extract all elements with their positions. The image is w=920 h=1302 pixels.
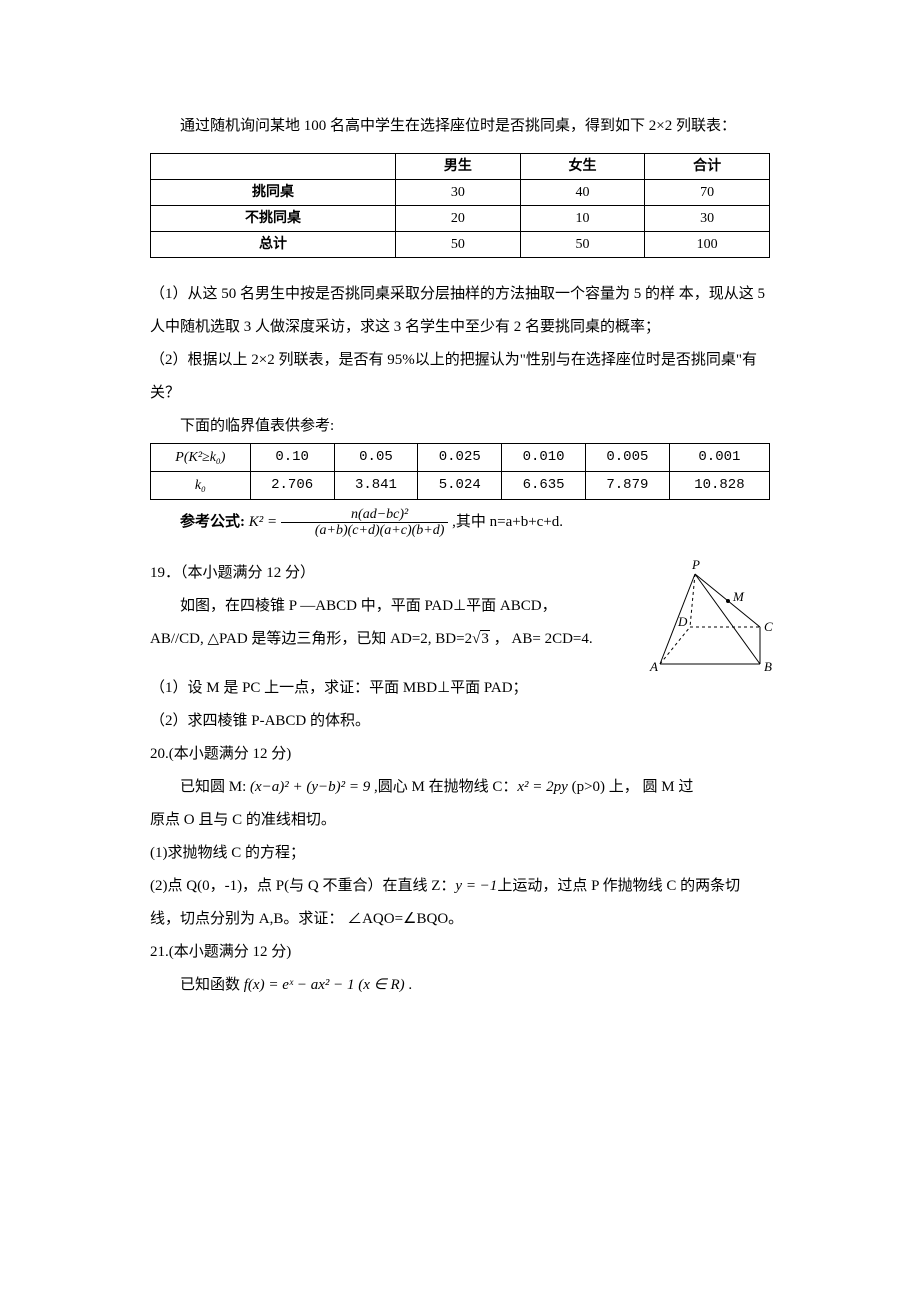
sqrt-expr: 2√3 (465, 630, 490, 647)
crit-k-label: k₀ (151, 472, 251, 500)
cell: 20 (396, 206, 521, 232)
formula-suffix: ,其中 n=a+b+c+d. (452, 514, 563, 530)
label-p: P (691, 557, 700, 572)
col-male: 男生 (396, 154, 521, 180)
q20-part1: (1)求抛物线 C 的方程； (150, 837, 770, 870)
formula-lhs: K² = (249, 514, 277, 530)
q19-line2-suffix: ， AB= 2CD=4. (490, 631, 593, 647)
crit-val: 6.635 (502, 472, 586, 500)
q21-line1: 已知函数 f(x) = eˣ − ax² − 1 (x ∈ R) . (150, 969, 770, 1002)
q20-part2: (2)点 Q(0，-1)，点 P(与 Q 不重合）在直线 Z：y = −1上运动… (150, 870, 770, 903)
label-d: D (677, 614, 688, 629)
crit-val: 0.025 (418, 444, 502, 472)
circle-equation: (x−a)² + (y−b)² = 9 (250, 779, 370, 795)
edge-ad (660, 627, 690, 664)
crit-header-row: P(K²≥k₀) 0.10 0.05 0.025 0.010 0.005 0.0… (151, 444, 770, 472)
cell: 50 (520, 232, 645, 258)
q18-part2: （2）根据以上 2×2 列联表，是否有 95%以上的把握认为"性别与在选择座位时… (150, 344, 770, 410)
q20-line1: 已知圆 M: (x−a)² + (y−b)² = 9 ,圆心 M 在抛物线 C：… (150, 771, 770, 804)
q18-part1: （1）从这 50 名男生中按是否挑同桌采取分层抽样的方法抽取一个容量为 5 的样… (150, 278, 770, 344)
q20-line1-suffix: (p>0) 上， 圆 M 过 (568, 779, 694, 795)
q20-part2-line2: 线，切点分别为 A,B。求证： ∠AQO=∠BQO。 (150, 903, 770, 936)
table-row: 挑同桌 30 40 70 (151, 180, 770, 206)
crit-val: 0.001 (669, 444, 769, 472)
label-c: C (764, 619, 773, 634)
cell: 70 (645, 180, 770, 206)
cell: 100 (645, 232, 770, 258)
row-label: 挑同桌 (151, 180, 396, 206)
table-row: 总计 50 50 100 (151, 232, 770, 258)
label-m: M (732, 589, 745, 604)
q20-header: 20.(本小题满分 12 分) (150, 738, 770, 771)
function-equation: f(x) = eˣ − ax² − 1 (x ∈ R) (244, 977, 405, 993)
cell: 50 (396, 232, 521, 258)
row-label: 不挑同桌 (151, 206, 396, 232)
formula-line: 参考公式: K² = n(ad−bc)² (a+b)(c+d)(a+c)(b+d… (150, 506, 770, 539)
cell: 40 (520, 180, 645, 206)
contingency-table: 男生 女生 合计 挑同桌 30 40 70 不挑同桌 20 10 30 总计 5… (150, 153, 770, 258)
critical-table-intro: 下面的临界值表供参考: (150, 410, 770, 443)
crit-val: 5.024 (418, 472, 502, 500)
crit-val: 0.10 (250, 444, 334, 472)
line-equation: y = −1 (455, 878, 497, 894)
crit-p-label: P(K²≥k₀) (151, 444, 251, 472)
col-blank (151, 154, 396, 180)
critical-value-table: P(K²≥k₀) 0.10 0.05 0.025 0.010 0.005 0.0… (150, 443, 770, 500)
label-b: B (764, 659, 772, 674)
cell: 10 (520, 206, 645, 232)
q19-line2-prefix: AB//CD, △PAD 是等边三角形，已知 AD=2, BD= (150, 631, 465, 647)
pyramid-figure: P M A B C D (630, 549, 790, 679)
q21-line1-prefix: 已知函数 (180, 977, 244, 993)
crit-val: 3.841 (334, 472, 418, 500)
crit-val: 0.010 (502, 444, 586, 472)
parabola-equation: x² = 2py (517, 779, 567, 795)
formula-denominator: (a+b)(c+d)(a+c)(b+d) (281, 523, 449, 538)
crit-k-row: k₀ 2.706 3.841 5.024 6.635 7.879 10.828 (151, 472, 770, 500)
q21-line1-suffix: . (405, 977, 413, 993)
row-label: 总计 (151, 232, 396, 258)
crit-val: 0.005 (585, 444, 669, 472)
q20-part2-suffix: 上运动，过点 P 作抛物线 C 的两条切 (497, 878, 740, 894)
intro-text: 通过随机询问某地 100 名高中学生在选择座位时是否挑同桌，得到如下 2×2 列… (150, 110, 770, 143)
q20-line1-mid: ,圆心 M 在抛物线 C： (370, 779, 517, 795)
point-m (727, 600, 730, 603)
col-female: 女生 (520, 154, 645, 180)
crit-val: 10.828 (669, 472, 769, 500)
q21-header: 21.(本小题满分 12 分) (150, 936, 770, 969)
cell: 30 (645, 206, 770, 232)
pyramid-svg: P M A B C D (630, 549, 790, 679)
crit-val: 2.706 (250, 472, 334, 500)
q20-line2: 原点 O 且与 C 的准线相切。 (150, 804, 770, 837)
col-total: 合计 (645, 154, 770, 180)
q20-part2-prefix: (2)点 Q(0，-1)，点 P(与 Q 不重合）在直线 Z： (150, 878, 455, 894)
label-a: A (649, 659, 658, 674)
formula-fraction: n(ad−bc)² (a+b)(c+d)(a+c)(b+d) (281, 507, 449, 539)
sqrt-coef: 2 (465, 631, 473, 647)
table-header-row: 男生 女生 合计 (151, 154, 770, 180)
cell: 30 (396, 180, 521, 206)
edge-pd (690, 574, 695, 627)
q19-part2: （2）求四棱锥 P-ABCD 的体积。 (150, 705, 770, 738)
formula-prefix: 参考公式: (180, 514, 245, 530)
table-row: 不挑同桌 20 10 30 (151, 206, 770, 232)
crit-val: 0.05 (334, 444, 418, 472)
q20-line1-prefix: 已知圆 M: (180, 779, 250, 795)
formula-numerator: n(ad−bc)² (281, 507, 449, 523)
q19-block: 19．（本小题满分 12 分） 如图，在四棱锥 P —ABCD 中，平面 PAD… (150, 557, 770, 738)
sqrt-radicand: 3 (480, 630, 490, 647)
crit-val: 7.879 (585, 472, 669, 500)
